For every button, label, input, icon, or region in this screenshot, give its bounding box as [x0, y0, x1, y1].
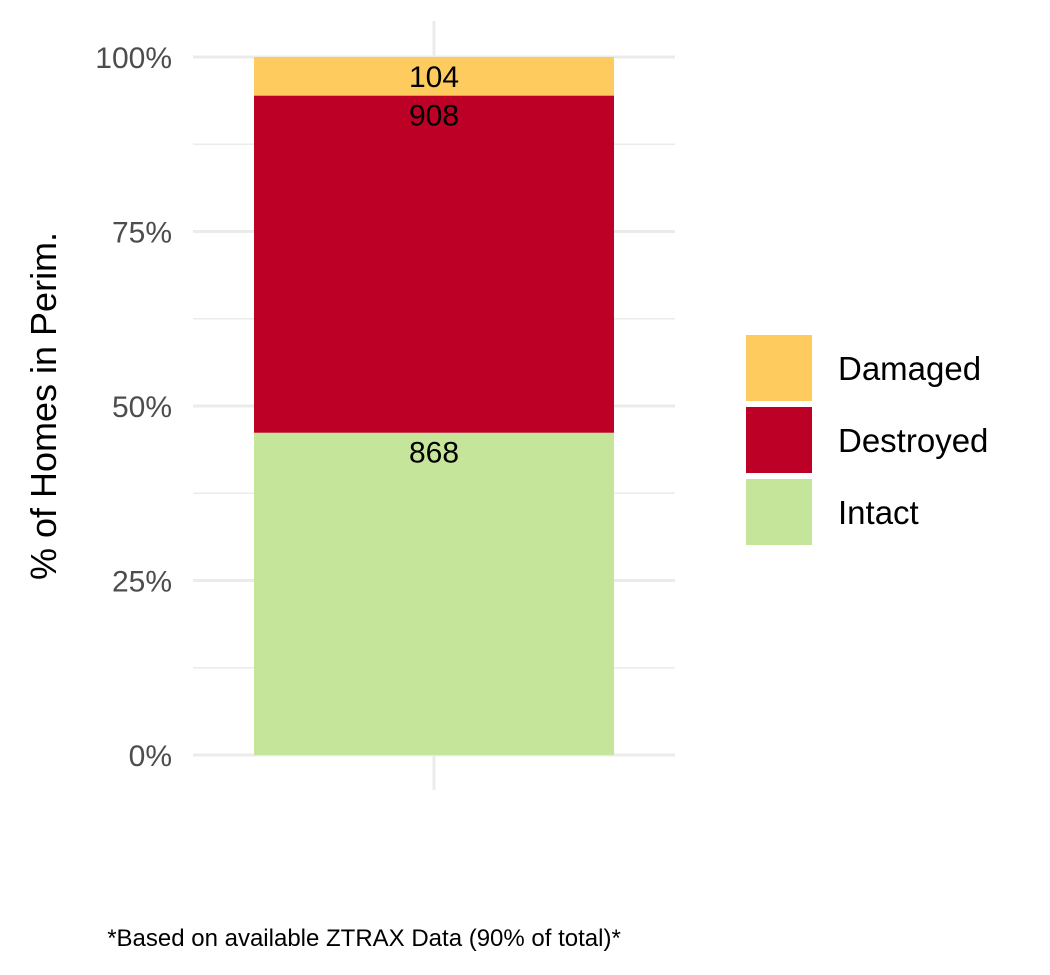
data-labels: 868 908 104: [409, 61, 459, 470]
bar-segment-destroyed: [254, 95, 614, 433]
y-axis-ticks: 0% 25% 50% 75% 100%: [95, 42, 172, 773]
legend-key-destroyed: [746, 407, 812, 473]
y-tick-label: 100%: [95, 42, 172, 75]
y-tick-label: 50%: [112, 391, 172, 424]
bar-segment-damaged: [254, 57, 614, 96]
y-tick-label: 75%: [112, 217, 172, 250]
bar-stack: [254, 57, 614, 755]
legend-key-intact: [746, 479, 812, 545]
data-label-destroyed: 908: [409, 100, 459, 133]
y-tick-label: 0%: [129, 740, 172, 773]
legend-key-damaged: [746, 335, 812, 401]
bar-segment-intact: [254, 432, 614, 755]
legend-label-intact: Intact: [838, 494, 919, 531]
data-label-intact: 868: [409, 437, 459, 470]
data-label-damaged: 104: [409, 61, 459, 94]
y-axis-title: % of Homes in Perim.: [23, 232, 64, 580]
caption: *Based on available ZTRAX Data (90% of t…: [107, 925, 621, 952]
legend-label-destroyed: Destroyed: [838, 422, 988, 459]
legend-label-damaged: Damaged: [838, 350, 981, 387]
y-tick-label: 25%: [112, 566, 172, 599]
legend: Damaged Destroyed Intact: [746, 335, 988, 545]
